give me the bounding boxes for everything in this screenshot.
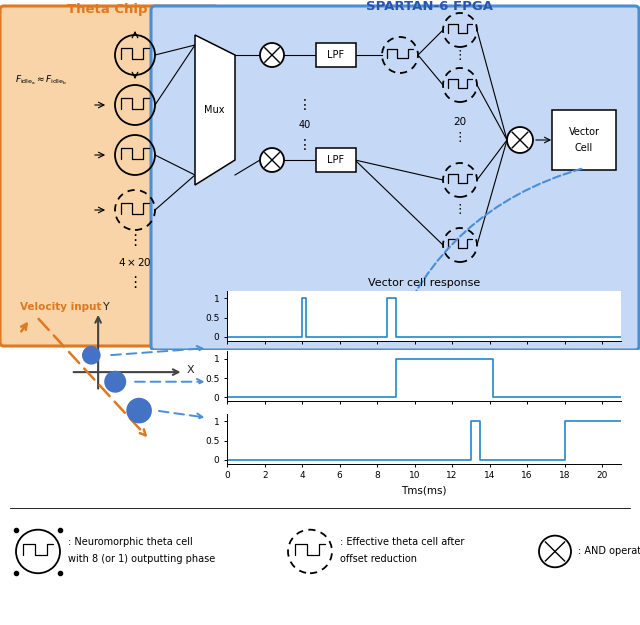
FancyBboxPatch shape xyxy=(316,148,356,172)
Text: LPF: LPF xyxy=(328,155,344,165)
Text: 20: 20 xyxy=(453,117,467,127)
Text: Cell: Cell xyxy=(575,143,593,153)
FancyBboxPatch shape xyxy=(0,6,218,346)
Text: : Effective theta cell after: : Effective theta cell after xyxy=(340,536,465,546)
Text: with 8 (or 1) outputting phase: with 8 (or 1) outputting phase xyxy=(68,554,215,564)
FancyBboxPatch shape xyxy=(151,6,639,350)
Point xyxy=(110,377,120,387)
Point xyxy=(86,350,97,360)
Text: LPF: LPF xyxy=(328,50,344,60)
Text: ⋮: ⋮ xyxy=(454,131,467,144)
Text: X: X xyxy=(187,365,195,375)
Circle shape xyxy=(539,536,571,568)
X-axis label: Tms(ms): Tms(ms) xyxy=(401,486,447,496)
Text: ⋮: ⋮ xyxy=(298,138,312,152)
Text: Velocity input: Velocity input xyxy=(20,302,101,312)
Polygon shape xyxy=(195,35,235,185)
Text: Y: Y xyxy=(103,302,110,312)
Text: ⋮: ⋮ xyxy=(454,49,467,61)
Text: 40: 40 xyxy=(299,120,311,130)
Text: SPARTAN-6 FPGA: SPARTAN-6 FPGA xyxy=(367,1,493,14)
Text: : AND operation: : AND operation xyxy=(578,546,640,556)
Text: ⋮: ⋮ xyxy=(454,204,467,216)
Point xyxy=(134,406,144,416)
Text: Vector: Vector xyxy=(568,127,600,137)
Circle shape xyxy=(260,148,284,172)
Text: Theta Chip: Theta Chip xyxy=(67,4,147,16)
Text: $F_{\rm idle_a} \approx F_{\rm idle_b}$: $F_{\rm idle_a} \approx F_{\rm idle_b}$ xyxy=(15,73,67,87)
Text: Mux: Mux xyxy=(204,105,224,115)
Title: Vector cell response: Vector cell response xyxy=(368,279,480,289)
Text: : Neuromorphic theta cell: : Neuromorphic theta cell xyxy=(68,536,193,546)
Text: ⋮: ⋮ xyxy=(298,98,312,112)
Text: ⋮: ⋮ xyxy=(127,274,143,289)
Circle shape xyxy=(260,43,284,67)
Circle shape xyxy=(507,127,533,153)
Text: $4 \times 20$: $4 \times 20$ xyxy=(118,256,152,268)
Text: offset reduction: offset reduction xyxy=(340,554,417,564)
FancyBboxPatch shape xyxy=(552,110,616,170)
FancyBboxPatch shape xyxy=(316,43,356,67)
Text: ⋮: ⋮ xyxy=(127,232,143,248)
